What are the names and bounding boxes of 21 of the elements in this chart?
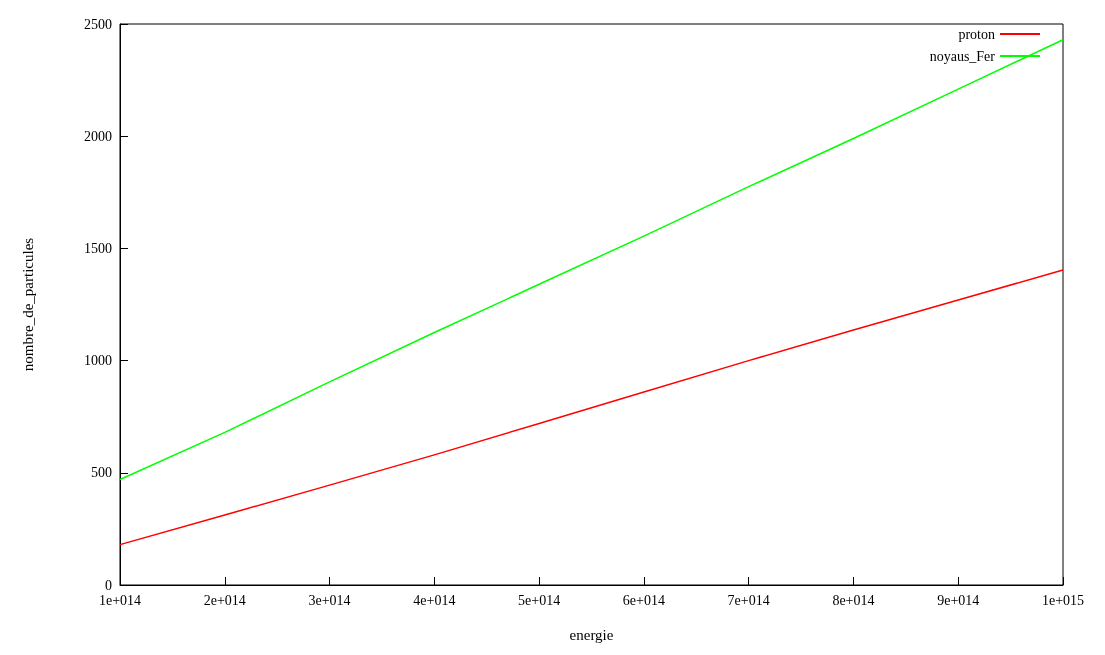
x-tick-label: 4e+014 <box>413 592 456 608</box>
y-tick-label: 500 <box>91 465 112 481</box>
x-tick-label: 5e+014 <box>518 592 561 608</box>
x-tick-label: 9e+014 <box>937 592 980 608</box>
y-tick-label: 1500 <box>84 240 112 256</box>
y-tick-label: 2500 <box>84 16 112 32</box>
y-tick-label: 2000 <box>84 128 112 144</box>
x-tick-label: 2e+014 <box>203 592 246 608</box>
legend-label: noyaus_Fer <box>929 48 996 64</box>
line-series <box>119 269 1064 546</box>
y-tick-label: 0 <box>105 577 112 593</box>
x-tick-label: 7e+014 <box>727 592 770 608</box>
x-tick-label: 8e+014 <box>832 592 875 608</box>
x-tick-label: 1e+015 <box>1041 592 1085 608</box>
x-tick-label: 6e+014 <box>622 592 665 608</box>
x-axis-title: energie <box>569 626 614 643</box>
x-tick-label: 1e+014 <box>98 592 142 608</box>
legend-label: proton <box>958 26 995 42</box>
y-tick-label: 1000 <box>84 353 112 369</box>
x-tick-label: 3e+014 <box>308 592 351 608</box>
y-axis-title: nombre_de_particules <box>19 237 36 372</box>
